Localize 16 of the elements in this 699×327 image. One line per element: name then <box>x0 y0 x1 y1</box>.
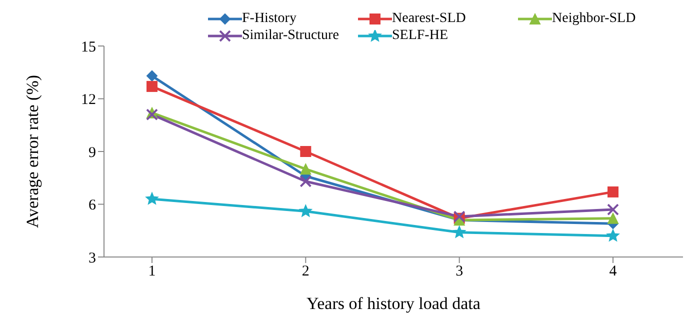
legend-label: Nearest-SLD <box>392 10 466 27</box>
legend-label: Neighbor-SLD <box>552 10 636 27</box>
y-tick-label: 6 <box>88 198 96 214</box>
x-tick-label: 4 <box>609 264 618 280</box>
x-tick-label: 1 <box>148 264 156 280</box>
y-tick-label: 15 <box>81 39 96 56</box>
x-tick-label: 2 <box>302 264 310 280</box>
legend-label: F-History <box>242 10 296 27</box>
legend-label: Similar-Structure <box>242 27 339 44</box>
y-axis-title: Average error rate (%) <box>23 74 42 228</box>
y-tick-label: 12 <box>81 92 96 108</box>
x-tick-label: 3 <box>456 264 464 280</box>
y-tick-label: 3 <box>88 250 96 266</box>
x-axis-title: Years of history load data <box>306 294 481 313</box>
y-tick-label: 9 <box>88 144 96 161</box>
legend-label: SELF-HE <box>392 27 448 44</box>
